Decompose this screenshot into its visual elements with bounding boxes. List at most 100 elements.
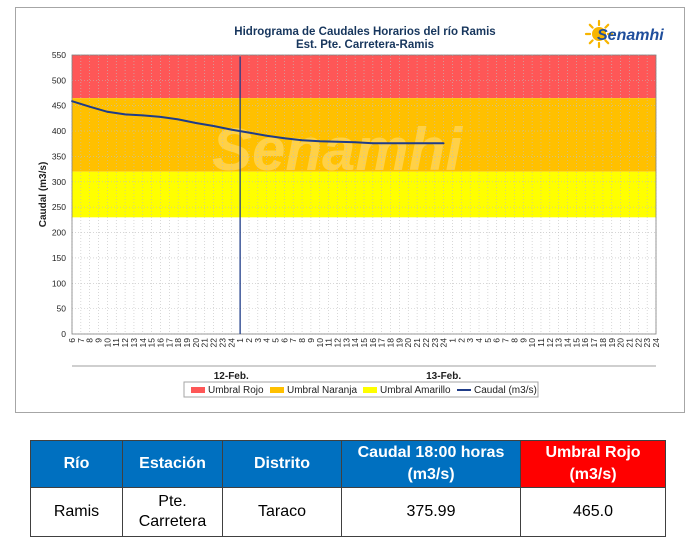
y-axis-label: Caudal (m3/s) xyxy=(38,162,49,228)
x-tick-label: 22 xyxy=(421,338,431,348)
legend-label-caudal: Caudal (m3/s) xyxy=(474,385,537,396)
x-tick-label: 20 xyxy=(403,338,413,348)
x-tick-label: 18 xyxy=(386,338,396,348)
y-tick-label: 0 xyxy=(61,329,66,339)
y-tick-label: 50 xyxy=(57,304,67,314)
x-tick-label: 9 xyxy=(518,338,528,343)
x-tick-label: 4 xyxy=(262,338,272,343)
x-tick-label: 7 xyxy=(76,338,86,343)
x-tick-label: 1 xyxy=(447,338,457,343)
x-tick-label: 15 xyxy=(147,338,157,348)
x-tick-label: 20 xyxy=(191,338,201,348)
data-point xyxy=(71,100,73,103)
cell-estacion: Pte. Carretera xyxy=(122,487,223,537)
x-tick-label: 14 xyxy=(350,338,360,348)
x-tick-label: 13 xyxy=(129,338,139,348)
x-tick-label: 1 xyxy=(235,338,245,343)
legend-label-amarillo: Umbral Amarillo xyxy=(380,385,451,396)
cell-caudal: 375.99 xyxy=(341,487,521,537)
x-tick-label: 16 xyxy=(155,338,165,348)
chart-panel: Hidrograma de Caudales Horarios del río … xyxy=(15,7,685,413)
y-tick-label: 150 xyxy=(52,253,66,263)
data-point xyxy=(425,142,427,145)
data-point xyxy=(177,118,180,121)
x-tick-label: 21 xyxy=(412,338,422,348)
x-tick-label: 24 xyxy=(439,338,449,348)
y-tick-label: 100 xyxy=(52,278,66,288)
plot-area: Senamhi050100150200250300350400450500550… xyxy=(38,50,661,382)
summary-table: Río Estación Distrito Caudal 18:00 horas… xyxy=(30,440,666,537)
chart-title: Hidrograma de Caudales Horarios del río … xyxy=(234,26,495,38)
x-tick-label: 22 xyxy=(209,338,219,348)
data-point xyxy=(88,105,91,108)
data-point xyxy=(336,140,339,143)
cell-umbral-rojo: 465.0 xyxy=(520,487,666,537)
data-point xyxy=(212,125,215,127)
x-tick-label: 6 xyxy=(279,338,289,343)
y-tick-label: 500 xyxy=(52,75,66,85)
x-tick-label: 12 xyxy=(332,338,342,348)
x-tick-label: 11 xyxy=(324,338,334,347)
legend-label-naranja: Umbral Naranja xyxy=(287,385,357,396)
header-estacion: Estación xyxy=(122,440,223,488)
threshold-band-1 xyxy=(72,98,656,172)
x-tick-label: 14 xyxy=(138,338,148,348)
x-tick-label: 7 xyxy=(501,338,511,343)
x-tick-label: 5 xyxy=(483,338,493,343)
x-tick-label: 24 xyxy=(226,338,236,348)
x-tick-label: 12 xyxy=(120,338,130,348)
x-tick-label: 17 xyxy=(589,338,599,348)
x-tick-label: 15 xyxy=(359,338,369,348)
senamhi-logo: Senamhi xyxy=(584,19,664,49)
data-point xyxy=(124,113,126,116)
x-tick-label: 13 xyxy=(554,338,564,348)
x-tick-label: 12 xyxy=(545,338,555,348)
y-tick-label: 550 xyxy=(52,50,66,60)
x-tick-label: 18 xyxy=(598,338,608,348)
logo-text: Senamhi xyxy=(597,27,664,44)
y-tick-label: 200 xyxy=(52,228,66,238)
data-point xyxy=(301,139,303,142)
x-tick-label: 3 xyxy=(253,338,263,343)
y-tick-label: 300 xyxy=(52,177,66,187)
x-tick-label: 6 xyxy=(492,338,502,343)
x-tick-label: 10 xyxy=(315,338,325,348)
x-tick-label: 16 xyxy=(368,338,378,348)
data-point xyxy=(159,115,162,118)
data-point xyxy=(248,131,250,134)
data-point xyxy=(265,134,268,137)
x-tick-label: 2 xyxy=(244,338,254,343)
x-tick-label: 5 xyxy=(271,338,281,343)
data-point xyxy=(371,142,374,145)
y-tick-label: 400 xyxy=(52,126,66,136)
sun-icon xyxy=(584,19,614,49)
legend-label-rojo: Umbral Rojo xyxy=(208,385,264,396)
x-tick-label: 20 xyxy=(616,338,626,348)
legend: Umbral Rojo Umbral Naranja Umbral Amaril… xyxy=(183,381,539,398)
y-tick-label: 350 xyxy=(52,151,66,161)
x-tick-label: 17 xyxy=(377,338,387,348)
y-tick-label: 450 xyxy=(52,101,66,111)
cell-rio: Ramis xyxy=(30,487,123,537)
table-row: Ramis Pte. Carretera Taraco 375.99 465.0 xyxy=(30,487,666,537)
legend-swatch-naranja xyxy=(270,387,284,393)
header-umbral-rojo: Umbral Rojo (m3/s) xyxy=(520,440,666,488)
data-point xyxy=(230,128,233,131)
x-tick-label: 18 xyxy=(173,338,183,348)
table-header-row: Río Estación Distrito Caudal 18:00 horas… xyxy=(30,440,666,488)
x-tick-label: 21 xyxy=(624,338,634,348)
chart-subtitle: Est. Pte. Carretera-Ramis xyxy=(296,39,434,51)
x-tick-label: 19 xyxy=(182,338,192,348)
header-rio: Río xyxy=(30,440,123,488)
cell-distrito: Taraco xyxy=(222,487,342,537)
x-tick-label: 23 xyxy=(430,338,440,348)
x-tick-label: 21 xyxy=(200,338,210,348)
x-tick-label: 19 xyxy=(394,338,404,348)
x-tick-label: 8 xyxy=(85,338,95,343)
x-tick-label: 7 xyxy=(288,338,298,343)
x-tick-label: 16 xyxy=(580,338,590,348)
x-tick-label: 8 xyxy=(509,338,519,343)
x-tick-label: 19 xyxy=(607,338,617,348)
x-tick-label: 23 xyxy=(642,338,652,348)
threshold-band-2 xyxy=(72,171,656,218)
